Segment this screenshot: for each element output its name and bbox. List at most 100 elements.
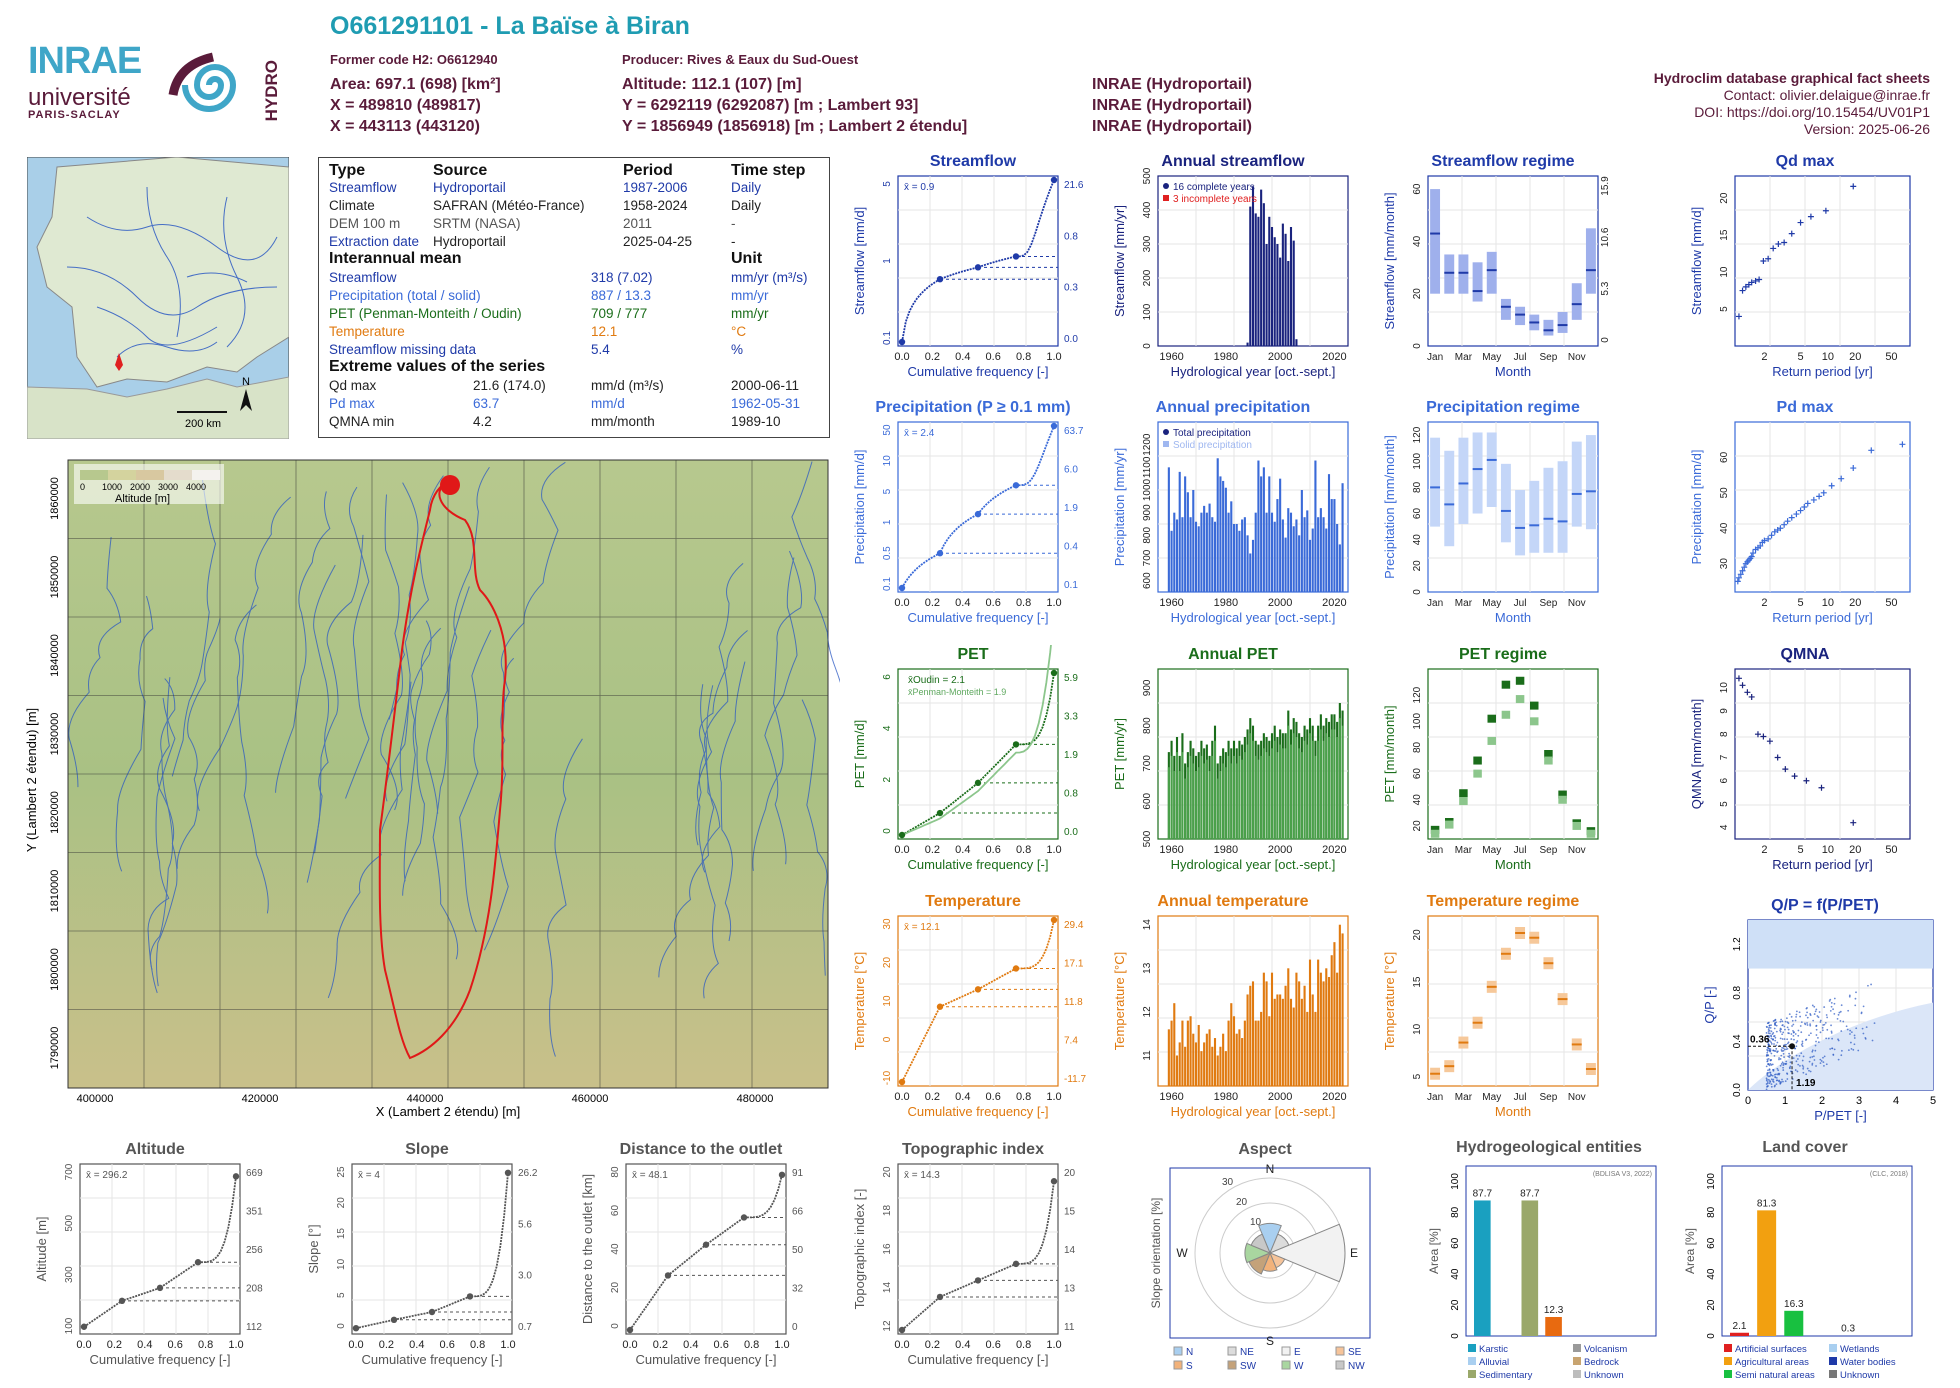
bar xyxy=(1276,499,1278,592)
x-axis-label: Return period [yr] xyxy=(1772,610,1872,625)
x-tick: 1.0 xyxy=(1046,597,1061,609)
scatter-point xyxy=(1791,1016,1793,1018)
right-tick: 0.8 xyxy=(1064,231,1078,242)
table-cell: 21.6 (174.0) xyxy=(473,378,546,393)
table-cell: % xyxy=(731,342,743,357)
bar-pm xyxy=(1252,741,1254,839)
scatter-point xyxy=(1806,1011,1808,1013)
right-tick: 3.0 xyxy=(518,1271,532,1282)
x-tick: 0.8 xyxy=(198,1339,213,1351)
scatter-point xyxy=(1819,1059,1821,1061)
cdf-point xyxy=(1051,1178,1057,1184)
scatter-point xyxy=(1810,1032,1812,1034)
scatter-point xyxy=(1766,1055,1768,1057)
y-tick: 1 xyxy=(882,519,893,525)
scatter-point xyxy=(1769,1069,1771,1071)
scatter-point xyxy=(1782,1050,1784,1052)
bar xyxy=(1257,217,1259,346)
y-tick: 100 xyxy=(1412,452,1423,469)
ring-label: 20 xyxy=(1236,1197,1248,1208)
bar-pm xyxy=(1333,729,1335,839)
bar xyxy=(1244,517,1246,592)
chart-title: Pd max xyxy=(1777,399,1834,416)
bar xyxy=(1184,1047,1186,1086)
right-tick: 0.8 xyxy=(1064,789,1078,800)
right-tick: 50 xyxy=(792,1245,804,1256)
y-tick: 20 xyxy=(1719,192,1730,204)
bar xyxy=(1268,1016,1270,1086)
scatter-point xyxy=(1800,1025,1802,1027)
x-axis-label: P/PET [-] xyxy=(1814,1108,1867,1123)
scatter-point xyxy=(1832,1008,1834,1010)
bar xyxy=(1306,1012,1308,1086)
x-tick: 0.8 xyxy=(1016,844,1031,856)
scatter-point xyxy=(1854,1043,1856,1045)
bar-pm xyxy=(1257,760,1259,839)
bar xyxy=(1325,968,1327,1086)
scatter-point xyxy=(1799,1065,1801,1067)
bar xyxy=(1244,1021,1246,1086)
scatter-point xyxy=(1806,1022,1808,1024)
scatter-point xyxy=(1852,1049,1854,1051)
scatter-point xyxy=(1782,1061,1784,1063)
scatter-point xyxy=(1782,1069,1784,1071)
bar xyxy=(1293,241,1295,346)
y-tick: 40 xyxy=(610,1243,621,1255)
y-tick: 40 xyxy=(1412,235,1423,247)
scatter-point xyxy=(1784,1038,1786,1040)
bar xyxy=(1331,499,1333,592)
scatter-point xyxy=(1799,1011,1801,1013)
x-lambert93: X = 489810 (489817) xyxy=(330,95,481,116)
y-tick: 0.0 xyxy=(1732,1083,1743,1097)
x-tick: 0.0 xyxy=(76,1339,91,1351)
france-location-map: N 200 km xyxy=(27,157,289,439)
bar-pm xyxy=(1192,763,1194,839)
scatter-point xyxy=(1783,1056,1785,1058)
scatter-point xyxy=(1791,1025,1793,1027)
paris-saclay-logo: PARIS-SACLAY xyxy=(28,109,121,121)
y-tick: 20 xyxy=(1412,560,1423,572)
scatter-point xyxy=(1797,1064,1799,1066)
scatter-point xyxy=(1781,1033,1783,1035)
y-tick: 5 xyxy=(336,1292,347,1298)
y-tick: 500 xyxy=(64,1215,75,1232)
mean-label: x̄ = 2.4 xyxy=(904,428,935,439)
scatter-point xyxy=(1774,1040,1776,1042)
bar xyxy=(1301,999,1303,1086)
scatter-point xyxy=(1789,1067,1791,1069)
scatter-point xyxy=(1812,1049,1814,1051)
scatter-point xyxy=(1770,1060,1772,1062)
x-tick: 2020 xyxy=(1322,597,1346,609)
y-tick: 5 xyxy=(1719,306,1730,312)
right-tick: 0.7 xyxy=(518,1322,532,1333)
y-axis-label: Area [%] xyxy=(1427,1228,1441,1274)
map-xtick: 460000 xyxy=(572,1093,609,1105)
map-ytick: 1830000 xyxy=(49,713,61,756)
cdf-point xyxy=(937,550,943,556)
scatter-point xyxy=(1849,996,1851,998)
bar xyxy=(1331,955,1333,1086)
y-tick: 25 xyxy=(336,1166,347,1178)
bar xyxy=(1290,999,1292,1086)
bar-pm xyxy=(1241,760,1243,839)
bar xyxy=(1282,999,1284,1086)
scatter-point xyxy=(1800,1052,1802,1054)
scatter-point xyxy=(1775,1048,1777,1050)
regime-box xyxy=(1586,435,1596,529)
scatter-point xyxy=(1861,1013,1863,1015)
version: Version: 2025-06-26 xyxy=(1654,121,1930,138)
bar xyxy=(1336,524,1338,592)
th-period: Period xyxy=(623,162,673,180)
x-tick: 0.4 xyxy=(955,597,970,609)
regime-box xyxy=(1501,464,1511,542)
bar xyxy=(1203,1042,1205,1086)
x-tick: 0.6 xyxy=(714,1339,729,1351)
right-tick: 5.9 xyxy=(1064,673,1078,684)
bar xyxy=(1255,1021,1257,1086)
scatter-point xyxy=(1780,1065,1782,1067)
scatter-point xyxy=(1802,1045,1804,1047)
bar xyxy=(1168,1029,1170,1086)
legend-tick: 3000 xyxy=(158,482,178,492)
hydrogeology-svg: Hydrogeological entities(BDLISA V3, 2022… xyxy=(1424,1138,1674,1383)
